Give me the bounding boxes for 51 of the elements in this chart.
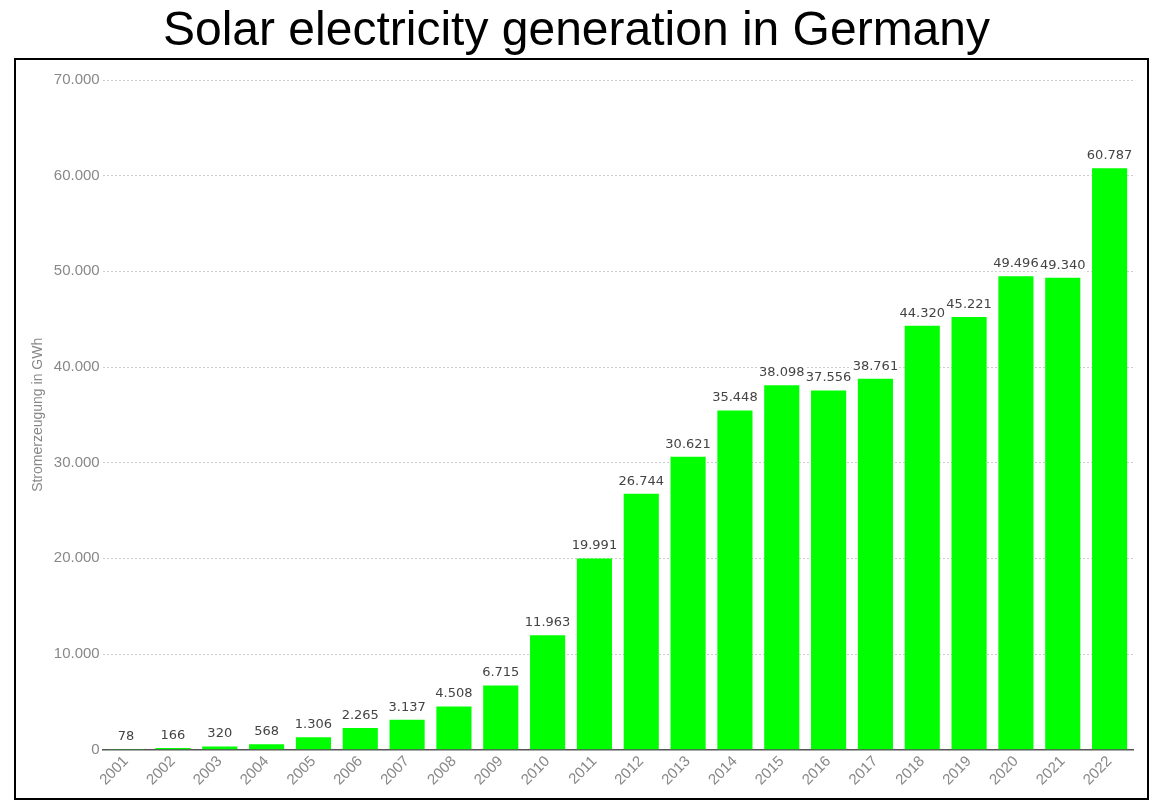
chart-title: Solar electricity generation in Germany — [161, 1, 991, 57]
data-label: 2.265 — [341, 706, 379, 722]
bar — [483, 685, 519, 750]
data-label: 45.221 — [946, 295, 992, 311]
bar — [436, 706, 472, 750]
data-label: 60.787 — [1086, 147, 1133, 163]
data-label: 6.715 — [482, 664, 520, 680]
data-label: 11.963 — [524, 614, 571, 630]
data-label: 1.306 — [294, 716, 333, 732]
data-label: 44.320 — [899, 304, 945, 320]
y-tick-label: 30.000 — [53, 452, 100, 470]
data-label: 4.508 — [435, 685, 473, 701]
bar — [389, 719, 425, 750]
bar — [670, 456, 706, 750]
data-label: 19.991 — [571, 537, 618, 553]
y-tick-label: 50.000 — [53, 261, 100, 279]
data-label: 568 — [254, 723, 280, 739]
bar — [998, 276, 1034, 750]
bar — [811, 390, 847, 750]
bar — [904, 325, 940, 750]
bar — [1045, 277, 1081, 750]
data-label: 3.137 — [388, 698, 426, 714]
y-tick-label: 0 — [91, 739, 100, 757]
data-label: 30.621 — [665, 435, 711, 451]
data-label: 37.556 — [805, 369, 852, 385]
data-label: 320 — [207, 725, 233, 741]
data-label: 49.496 — [993, 255, 1039, 271]
bar — [623, 493, 659, 750]
bar — [530, 635, 566, 750]
bar — [576, 558, 612, 750]
data-label: 26.744 — [618, 472, 665, 488]
bar — [342, 728, 378, 750]
bar — [249, 744, 285, 750]
y-tick-label: 70.000 — [53, 70, 100, 88]
bar — [951, 317, 987, 750]
data-label: 49.340 — [1040, 256, 1086, 272]
y-axis-title: Stromerzeugung in GWh — [29, 337, 46, 492]
bar — [295, 737, 331, 750]
bar — [1092, 168, 1128, 750]
data-label: 38.761 — [852, 357, 899, 373]
bar — [717, 410, 753, 750]
data-label: 35.448 — [712, 389, 758, 405]
data-label: 166 — [160, 726, 186, 742]
data-label: 38.098 — [759, 364, 805, 380]
y-tick-label: 10.000 — [53, 644, 100, 662]
y-tick-label: 40.000 — [53, 357, 100, 375]
bar — [857, 378, 893, 750]
data-label: 78 — [117, 727, 135, 743]
y-tick-label: 60.000 — [53, 165, 100, 183]
bar — [764, 385, 800, 750]
y-tick-label: 20.000 — [53, 548, 100, 566]
